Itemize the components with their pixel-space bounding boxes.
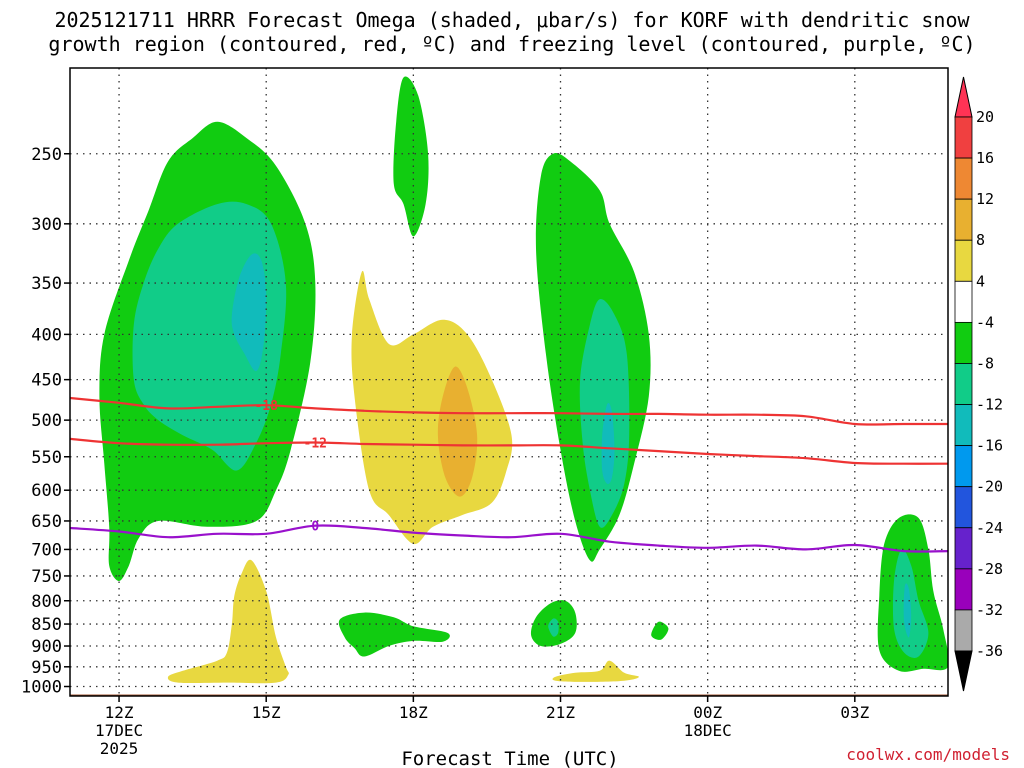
colorbar-band--28-to--32 xyxy=(954,568,973,611)
y-tick-label-450: 450 xyxy=(31,371,62,391)
colorbar-band-16-to-12 xyxy=(954,157,973,200)
svg-text:-12: -12 xyxy=(304,437,327,452)
omega-region-10-level-4 xyxy=(651,621,669,640)
omega-region-3-level-4 xyxy=(393,76,429,237)
svg-text:-18: -18 xyxy=(254,399,278,414)
chart-title: 2025121711 HRRR Forecast Omega (shaded, … xyxy=(0,8,1024,56)
title-line-1: 2025121711 HRRR Forecast Omega (shaded, … xyxy=(54,8,970,32)
colorbar-band-4-to--4 xyxy=(954,280,973,323)
colorbar-label--16: -16 xyxy=(976,437,1003,455)
x-tick-label-21Z: 21Z xyxy=(546,703,575,722)
plot-border xyxy=(69,67,949,697)
positive-omega-region-2-level4 xyxy=(167,559,289,684)
y-tick-label-550: 550 xyxy=(31,448,62,468)
colorbar-label--36: -36 xyxy=(976,642,1003,660)
y-tick-label-350: 350 xyxy=(31,274,62,294)
plot-frame xyxy=(69,67,949,697)
colorbar-label--20: -20 xyxy=(976,478,1003,496)
colorbar-label--32: -32 xyxy=(976,601,1003,619)
y-axis: 2503003504004505005506006507007508008509… xyxy=(21,145,70,698)
colorbar-top-arrow xyxy=(954,76,973,118)
y-tick-label-250: 250 xyxy=(31,145,62,165)
x-tick-label-17DEC: 17DEC xyxy=(95,721,143,740)
colorbar-band-12-to-8 xyxy=(954,198,973,241)
colorbar-label--8: -8 xyxy=(976,354,994,372)
x-tick-label-2025: 2025 xyxy=(100,739,139,758)
grid xyxy=(70,68,948,696)
omega-region-6-level-12 xyxy=(601,402,615,485)
y-tick-label-850: 850 xyxy=(31,615,62,635)
colorbar-label-8: 8 xyxy=(976,231,985,249)
x-axis-title: Forecast Time (UTC) xyxy=(401,748,618,768)
y-tick-label-700: 700 xyxy=(31,540,62,560)
colorbar-band--20-to--24 xyxy=(954,486,973,529)
title-line-2: growth region (contoured, red, ºC) and f… xyxy=(48,32,976,56)
credit-link[interactable]: coolwx.com/models xyxy=(846,745,1010,764)
colorbar-label-12: 12 xyxy=(976,190,994,208)
colorbar-band-20-to-16 xyxy=(954,116,973,159)
colorbar-label-20: 20 xyxy=(976,108,994,126)
x-tick-label-15Z: 15Z xyxy=(252,703,281,722)
colorbar-band--24-to--28 xyxy=(954,527,973,570)
x-tick-label-03Z: 03Z xyxy=(840,703,869,722)
colorbar-label-4: 4 xyxy=(976,272,985,290)
colorbar-band-8-to-4 xyxy=(954,239,973,282)
contour-line--12 xyxy=(70,437,948,465)
y-tick-label-900: 900 xyxy=(31,637,62,657)
colorbar-bottom-arrow xyxy=(954,650,973,692)
contour-line--18 xyxy=(70,396,948,426)
colorbar-label--24: -24 xyxy=(976,519,1003,537)
positive-omega-region-3-level4 xyxy=(552,660,639,682)
colorbar-label--28: -28 xyxy=(976,560,1003,578)
omega-region-7-level-4 xyxy=(338,612,450,657)
y-tick-label-600: 600 xyxy=(31,481,62,501)
colorbar-label--4: -4 xyxy=(976,313,994,331)
colorbar-band--16-to--20 xyxy=(954,445,973,488)
temperature-contours: -18 -12 0 xyxy=(70,396,948,553)
y-tick-label-800: 800 xyxy=(31,592,62,612)
y-tick-label-400: 400 xyxy=(31,325,62,345)
y-tick-label-650: 650 xyxy=(31,512,62,532)
contour-label--12: -12 xyxy=(304,437,327,452)
colorbar-label--12: -12 xyxy=(976,396,1003,414)
x-tick-label-12Z: 12Z xyxy=(105,703,134,722)
y-tick-label-950: 950 xyxy=(31,658,62,678)
x-tick-label-18DEC: 18DEC xyxy=(684,721,732,740)
x-tick-label-18Z: 18Z xyxy=(399,703,428,722)
y-tick-label-750: 750 xyxy=(31,567,62,587)
contour-label--18: -18 xyxy=(254,399,278,414)
x-tick-label-00Z: 00Z xyxy=(693,703,722,722)
contour-label-0: 0 xyxy=(311,520,319,535)
svg-text:0: 0 xyxy=(311,520,319,535)
positive-omega-region-0-level4 xyxy=(351,270,513,545)
omega-region-12-level-8 xyxy=(892,549,929,658)
colorbar-band--12-to--16 xyxy=(954,404,973,447)
colorbar: 20 16 12 8 4 -4 -8 -12 -16 -20 -24 -28 -32 -36 xyxy=(954,76,1003,692)
y-tick-label-300: 300 xyxy=(31,215,62,235)
omega-region-9-level-8 xyxy=(548,618,559,637)
contour-line-0 xyxy=(70,524,948,553)
colorbar-band--4-to--8 xyxy=(954,321,973,364)
colorbar-label-16: 16 xyxy=(976,149,994,167)
positive-omega-region-1-level8 xyxy=(437,366,478,497)
colorbar-band--8-to--12 xyxy=(954,363,973,405)
y-tick-label-1000: 1000 xyxy=(21,678,62,698)
y-tick-label-500: 500 xyxy=(31,411,62,431)
colorbar-band--32-to--36 xyxy=(954,609,973,652)
